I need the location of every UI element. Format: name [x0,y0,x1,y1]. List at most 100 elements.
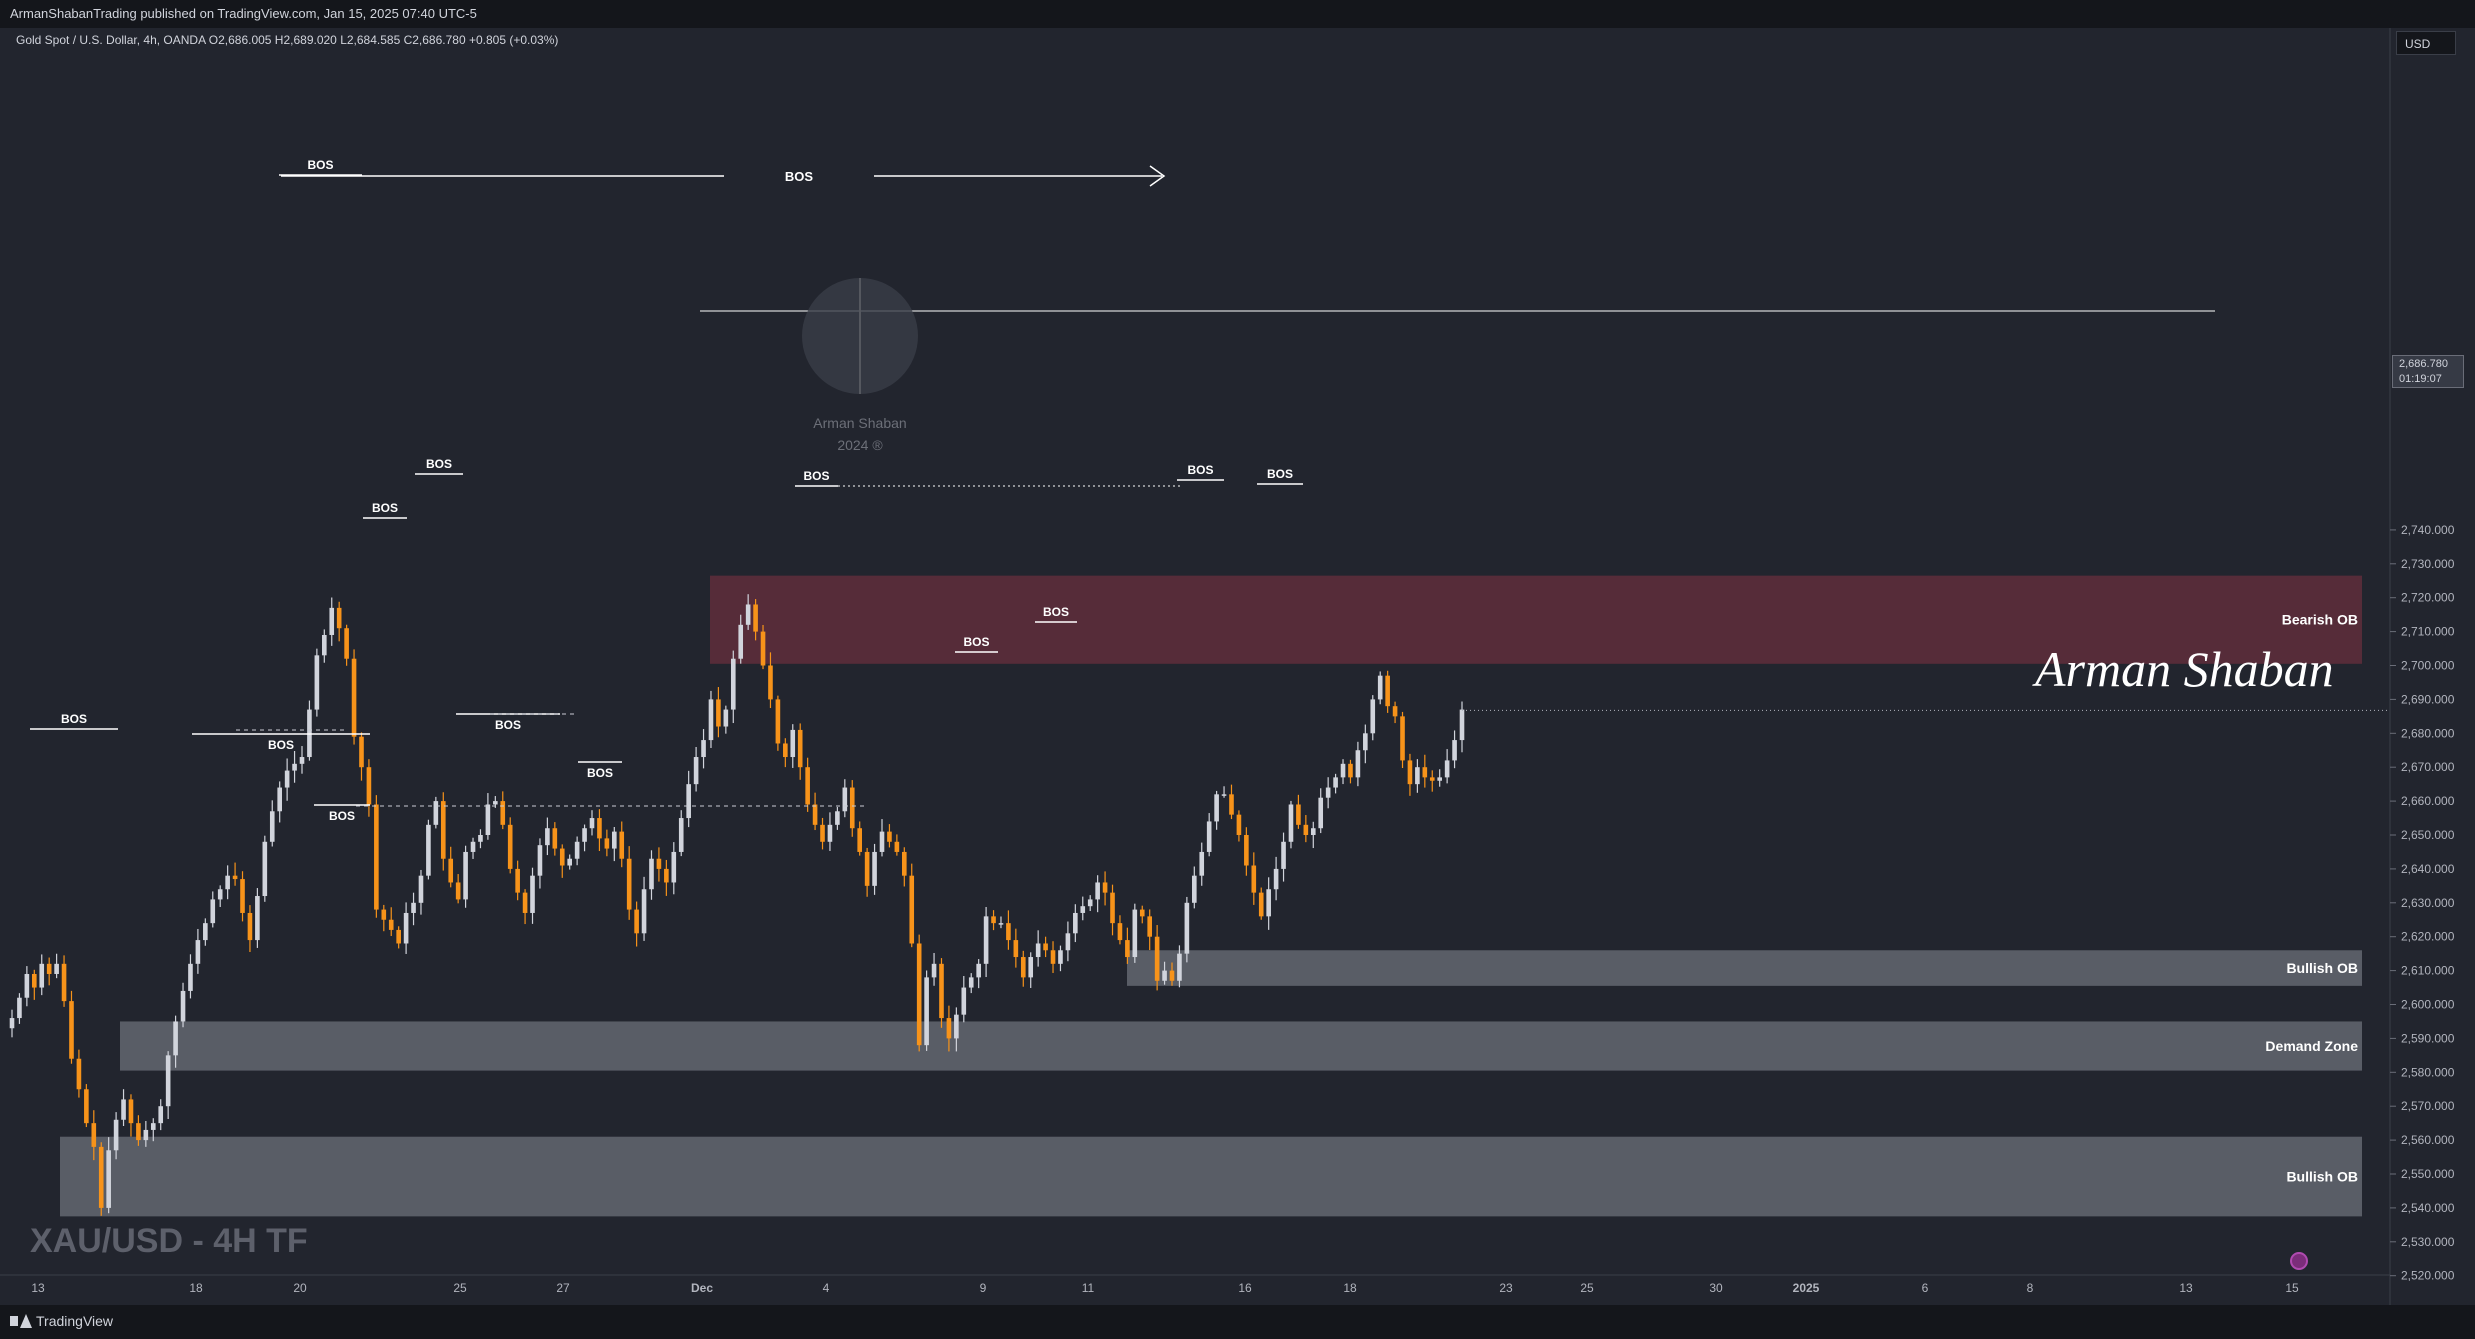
candle-body [173,1021,178,1056]
candle-body [32,973,37,988]
candle-body [188,963,193,991]
candle-body [1139,909,1145,917]
price-tick-label: 2,580.000 [2401,1065,2455,1079]
candle-body [136,1123,141,1141]
currency-button[interactable]: USD [2396,31,2456,55]
candle-body [559,848,565,866]
candle-body [597,818,602,839]
last-price-label: 2,686.780 01:19:07 [2392,355,2464,388]
candle-body [158,1106,164,1124]
candle-body [470,841,476,852]
candle-body [753,604,758,632]
candle-body [1184,902,1190,954]
zone-rect [120,1021,2362,1071]
candle-body [775,699,781,744]
bos-label: BOS [587,766,613,780]
candle-body [39,963,45,988]
bos-label: BOS [307,158,333,172]
candle-body [1340,763,1346,778]
candle-body [1296,804,1301,825]
settings-icon[interactable] [2290,1252,2308,1270]
candle-body [1370,699,1376,734]
candle-body [835,811,840,825]
candle-body [1281,841,1286,869]
candle-body [783,743,788,758]
bos-label: BOS [61,712,87,726]
bos-label: BOS [963,635,989,649]
candle-body [567,858,572,866]
candle-body [805,767,810,805]
candle-body [1385,675,1390,707]
arrow-head-icon [1149,165,1166,187]
candle-body [1318,797,1324,829]
bos-label: BOS [1187,463,1213,477]
candle-body [790,729,796,758]
bos-label: BOS [426,457,452,471]
candle-body [299,757,305,764]
candle-body [54,963,59,974]
candle-body [269,811,275,842]
candle-body [604,838,610,849]
candle-body [1415,767,1420,785]
candle-body [1303,824,1309,835]
candle-body [500,801,506,825]
candle-body [1199,851,1205,876]
candle-body [946,1018,952,1039]
price-tick-label: 2,560.000 [2401,1133,2455,1147]
candle-body [284,770,290,788]
candle-body [1206,821,1212,852]
time-tick-label: 8 [2027,1281,2034,1295]
candle-body [1355,750,1361,778]
candle-body [1229,794,1234,815]
candle-body [931,963,937,978]
candle-body [143,1129,149,1141]
candle-body [240,879,245,913]
candle-body [552,828,558,849]
candle-body [403,912,409,944]
candle-body [84,1089,89,1124]
tradingview-logo[interactable]: TradingView [10,1313,113,1329]
candle-body [61,963,67,1002]
candle-body [924,977,929,1046]
bar-countdown: 01:19:07 [2399,373,2442,385]
candle-body [991,916,996,924]
candle-body [440,801,446,859]
bsl-label: BOS [785,169,814,184]
candle-body [760,631,766,666]
candle-body [656,858,662,869]
candle-body [150,1123,156,1130]
candle-body [649,858,654,890]
candle-body [374,804,379,910]
candle-body [619,831,625,859]
candle-body [1377,675,1383,700]
time-tick-label: 20 [293,1281,307,1295]
candle-body [1258,892,1264,917]
price-tick-label: 2,720.000 [2401,591,2455,605]
candle-body [612,831,617,849]
candle-body [24,973,30,998]
candle-body [1244,835,1249,866]
candle-body [1169,970,1175,981]
candle-body [961,987,967,1015]
time-tick-label: 18 [189,1281,203,1295]
time-tick-label: 6 [1922,1281,1929,1295]
candle-body [1310,828,1316,835]
candle-body [515,868,520,893]
candle-body [797,729,803,768]
candle-body [1095,882,1100,900]
time-tick-label: 4 [823,1281,830,1295]
candle-body [1348,763,1353,778]
candle-body [1459,709,1465,741]
price-tick-label: 2,690.000 [2401,692,2455,706]
time-tick-label: 13 [2179,1281,2193,1295]
candle-body [448,858,454,883]
candle-body [426,824,431,876]
tradingview-icon [10,1314,32,1328]
candle-body [716,699,721,727]
candle-body [864,851,870,886]
price-tick-label: 2,550.000 [2401,1167,2455,1181]
time-tick-label: 30 [1709,1281,1723,1295]
candle-body [1333,777,1338,788]
